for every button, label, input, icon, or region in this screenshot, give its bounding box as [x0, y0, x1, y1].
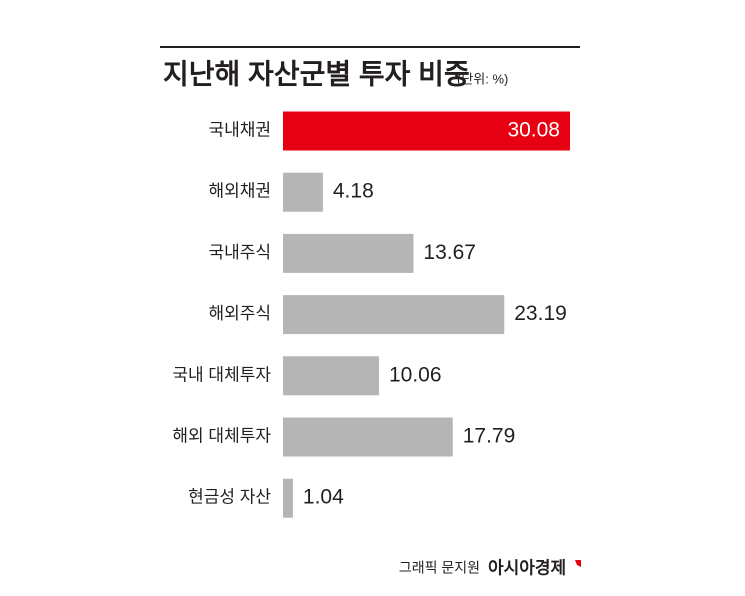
category-label: 국내채권	[208, 120, 271, 139]
value-label: 4.18	[333, 180, 374, 203]
bar	[283, 478, 293, 518]
category-label: 해외 대체투자	[172, 426, 271, 445]
source: 아시아경제	[488, 558, 566, 577]
category-label: 해외주식	[208, 304, 271, 323]
value-label: 30.08	[507, 119, 560, 142]
category-label: 현금성 자산	[188, 488, 271, 507]
bar	[283, 417, 453, 457]
value-label: 10.06	[389, 363, 442, 386]
category-label: 해외채권	[208, 182, 271, 201]
bar	[283, 233, 414, 273]
value-label: 1.04	[303, 486, 344, 509]
credit: 그래픽 문지원	[399, 560, 480, 576]
chart-title: 지난해 자산군별 투자 비중	[163, 58, 470, 89]
bar	[283, 295, 505, 335]
value-label: 13.67	[423, 241, 476, 264]
bar	[283, 111, 570, 151]
category-label: 국내 대체투자	[172, 365, 271, 384]
bar	[283, 356, 379, 396]
value-label: 17.79	[463, 425, 516, 448]
bar	[283, 172, 323, 212]
value-label: 23.19	[514, 302, 567, 325]
chart-subtitle: (단위: %)	[457, 71, 508, 86]
category-label: 국내주식	[208, 243, 271, 262]
logo-mark	[575, 560, 581, 567]
